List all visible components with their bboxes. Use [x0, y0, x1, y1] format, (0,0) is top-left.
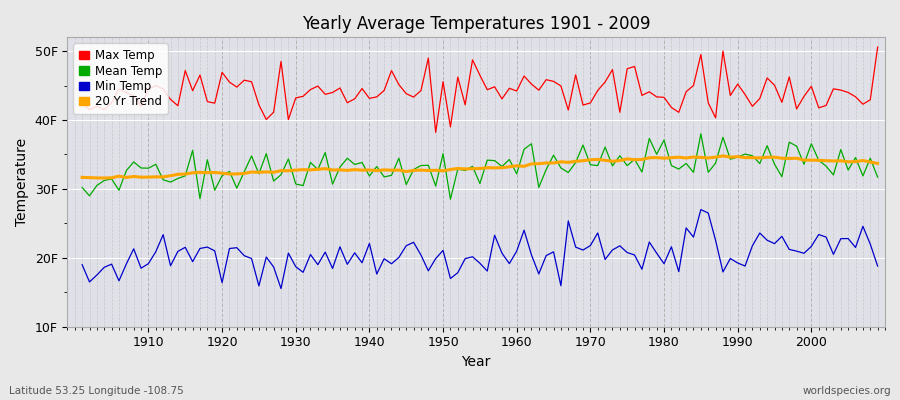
Y-axis label: Temperature: Temperature	[15, 138, 29, 226]
Title: Yearly Average Temperatures 1901 - 2009: Yearly Average Temperatures 1901 - 2009	[302, 15, 651, 33]
Text: Latitude 53.25 Longitude -108.75: Latitude 53.25 Longitude -108.75	[9, 386, 184, 396]
Text: worldspecies.org: worldspecies.org	[803, 386, 891, 396]
X-axis label: Year: Year	[462, 355, 490, 369]
Legend: Max Temp, Mean Temp, Min Temp, 20 Yr Trend: Max Temp, Mean Temp, Min Temp, 20 Yr Tre…	[73, 43, 167, 114]
